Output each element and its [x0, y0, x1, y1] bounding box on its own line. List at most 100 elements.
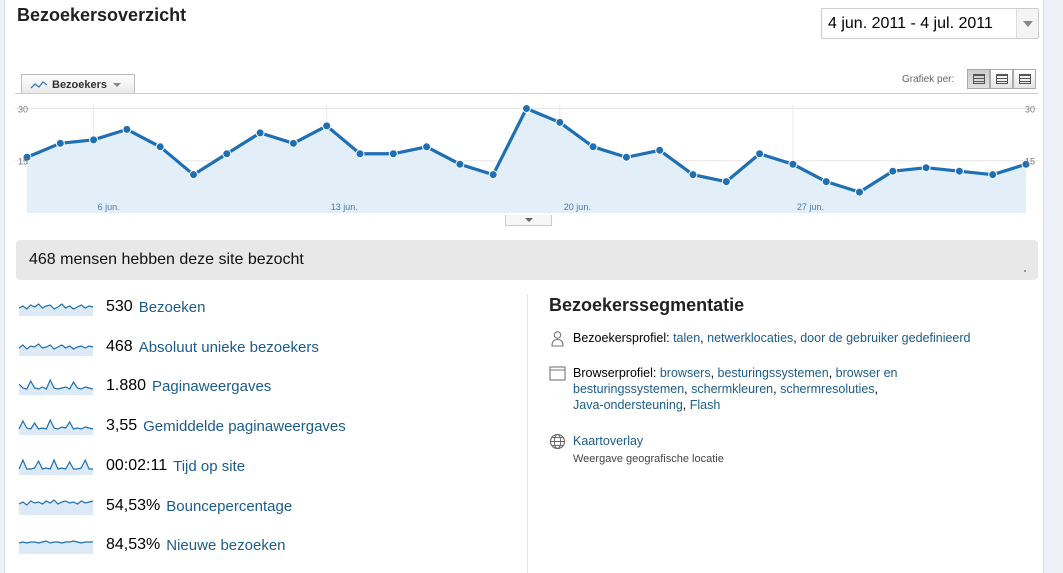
data-point — [721, 177, 731, 187]
line-chart-icon — [30, 80, 48, 88]
metric-link[interactable]: Paginaweergaves — [152, 377, 272, 395]
data-point — [954, 166, 964, 176]
data-point — [22, 152, 32, 162]
sparkline-line — [18, 378, 94, 390]
sparkline-line — [18, 303, 94, 310]
chevron-down-icon[interactable] — [1016, 9, 1038, 38]
metric-visits: 530 Bezoeken — [18, 296, 518, 318]
chevron-down-icon — [524, 218, 533, 222]
sparkline-area — [19, 304, 93, 316]
metric-link[interactable]: Tijd op site — [173, 457, 246, 475]
metric-pageviews: 1.880 Paginaweergaves — [18, 375, 518, 397]
graph-granularity-buttons — [967, 69, 1036, 89]
visitors-summary-bar: 468 mensen hebben deze site bezocht — [16, 240, 1038, 280]
sparkline-icon — [18, 343, 94, 356]
sparkline-icon — [18, 418, 94, 435]
data-point — [422, 142, 432, 152]
globe-icon — [549, 433, 566, 450]
metric-link[interactable]: Nieuwe bezoeken — [166, 536, 286, 554]
sparkline-line — [18, 540, 93, 544]
data-point — [522, 103, 531, 113]
metric-value: 84,53% — [106, 536, 161, 553]
metric-link[interactable]: Gemiddelde paginaweergaves — [143, 417, 346, 435]
metric-value: 468 — [106, 338, 133, 355]
metric-value: 530 — [106, 298, 133, 315]
link-flash[interactable]: Flash — [689, 398, 721, 412]
data-point — [388, 149, 398, 159]
data-point — [488, 170, 498, 180]
metric-selector-tab[interactable]: Bezoekers — [21, 74, 135, 94]
metric-value: 3,55 — [106, 417, 138, 434]
link-user-defined[interactable]: door de gebruiker gedefinieerd — [800, 331, 971, 345]
link-browsers[interactable]: browsers — [659, 366, 711, 380]
metric-new-visits: 84,53% Nieuwe bezoeken — [18, 534, 518, 556]
sparkline-area — [19, 344, 93, 356]
sparkline-icon — [18, 303, 94, 316]
link-network-locations[interactable]: netwerklocaties — [707, 331, 794, 345]
sparkline-icon — [18, 540, 93, 554]
link-screen-resolutions[interactable]: schermresoluties — [780, 382, 875, 396]
data-point — [89, 135, 99, 145]
day-view-button[interactable] — [967, 69, 990, 89]
data-point — [855, 187, 864, 197]
data-point — [222, 149, 232, 159]
sparkline-line — [18, 343, 94, 350]
metric-value: 54,53% — [106, 497, 161, 514]
sparkline-line — [18, 418, 94, 430]
data-point — [988, 170, 998, 180]
week-view-button[interactable] — [990, 69, 1013, 89]
metric-link[interactable]: Bouncepercentage — [166, 497, 293, 515]
data-point — [888, 166, 898, 176]
x-tick-label: 6 jun. — [98, 202, 120, 212]
summary-text: 468 mensen hebben deze site bezocht — [29, 251, 304, 268]
metric-time-on-site: 00:02:11 Tijd op site — [18, 455, 518, 477]
link-screen-colors[interactable]: schermkleuren — [691, 382, 774, 396]
x-tick-label: 13 jun. — [331, 202, 358, 212]
person-icon — [551, 331, 564, 347]
y-tick-label-right: 15 — [1025, 157, 1035, 167]
data-point — [355, 149, 365, 159]
day-view-icon — [972, 74, 985, 84]
left-frame-border — [0, 0, 5, 573]
date-range-selector[interactable]: 4 jun. 2011 - 4 jul. 2011 — [821, 8, 1039, 39]
x-tick-label: 27 jun. — [797, 202, 824, 212]
sparkline-area — [19, 500, 93, 515]
data-point — [655, 145, 665, 155]
link-browser-and-os[interactable]: browser en besturingssystemen — [573, 366, 898, 396]
browser-profile-label: Browserprofiel: — [573, 366, 657, 380]
resize-handle-icon — [1024, 270, 1026, 272]
link-map-overlay[interactable]: Kaartoverlay — [573, 434, 644, 448]
data-point — [189, 170, 198, 180]
data-point — [455, 159, 465, 169]
right-frame-border — [1043, 0, 1063, 573]
segmentation-title: Bezoekerssegmentatie — [549, 295, 745, 315]
map-overlay-description: Weergave geografische locatie — [573, 453, 724, 465]
sparkline-icon — [18, 499, 94, 515]
data-point — [555, 117, 565, 127]
data-point — [621, 152, 631, 162]
collapse-chart-toggle[interactable] — [505, 215, 552, 226]
sparkline-area — [19, 541, 93, 554]
sparkline-icon — [18, 378, 94, 395]
link-operating-systems[interactable]: besturingssystemen — [717, 366, 829, 380]
sparkline-line — [18, 499, 94, 506]
link-java-support[interactable]: Java-ondersteuning — [573, 398, 683, 412]
series-area — [27, 108, 1026, 213]
data-point — [821, 177, 831, 187]
data-point — [1021, 159, 1031, 169]
metric-link[interactable]: Absoluut unieke bezoekers — [138, 338, 319, 356]
sparkline-icon — [18, 458, 93, 475]
y-tick-label-left: 15 — [18, 157, 28, 167]
month-view-button[interactable] — [1013, 69, 1036, 89]
metric-value: 1.880 — [106, 377, 147, 394]
link-languages[interactable]: talen — [673, 331, 701, 345]
data-point — [155, 142, 165, 152]
x-tick-label: 20 jun. — [564, 202, 591, 212]
page-title: Bezoekersoverzicht — [17, 5, 187, 25]
month-view-icon — [1018, 74, 1031, 84]
y-tick-label-right: 30 — [1025, 104, 1035, 114]
week-view-icon — [995, 74, 1008, 84]
metric-link[interactable]: Bezoeken — [138, 298, 206, 316]
data-point — [688, 170, 698, 180]
dropdown-arrow-icon — [113, 82, 122, 87]
